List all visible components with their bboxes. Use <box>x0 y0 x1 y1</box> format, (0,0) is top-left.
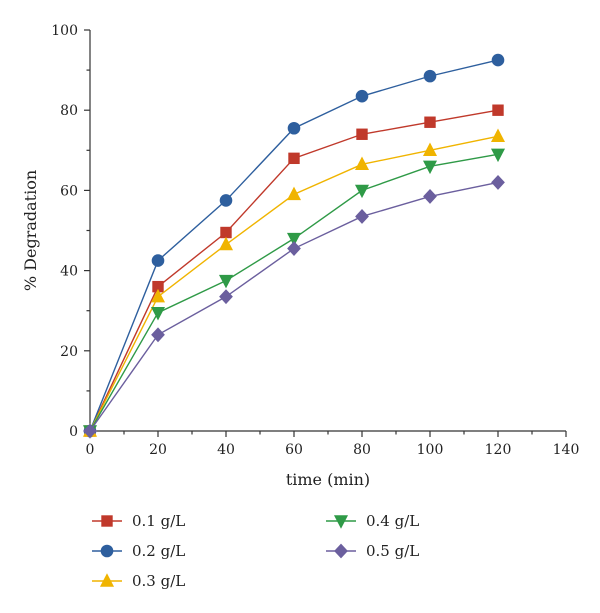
series-5 <box>83 174 505 439</box>
data-point <box>423 188 437 204</box>
data-point <box>219 289 233 305</box>
series-line <box>89 181 499 432</box>
legend-item: 0.5 g/L <box>326 542 419 560</box>
legend-item: 0.1 g/L <box>92 512 185 530</box>
data-point <box>286 232 302 247</box>
x-tick-label: 80 <box>353 442 371 458</box>
y-tick-label: 100 <box>51 23 78 39</box>
data-point <box>354 156 370 171</box>
axes <box>89 30 566 432</box>
data-point <box>491 53 505 67</box>
x-tick-label: 20 <box>149 442 167 458</box>
legend-marker <box>334 543 348 559</box>
data-point <box>422 160 438 175</box>
y-axis-label: % Degradation <box>21 170 40 291</box>
data-point <box>424 116 436 128</box>
data-point <box>355 89 369 103</box>
legend: 0.1 g/L 0.2 g/L 0.3 g/L 0.4 g/L 0.5 g/L <box>92 512 419 590</box>
legend-marker <box>333 515 349 529</box>
data-point <box>83 423 97 439</box>
data-point <box>491 174 505 190</box>
data-point <box>150 288 166 303</box>
legend-item: 0.3 g/L <box>92 572 185 590</box>
x-tick-label: 120 <box>485 442 512 458</box>
data-point <box>490 128 506 142</box>
data-point <box>218 236 234 251</box>
data-point <box>423 69 437 83</box>
data-point <box>287 241 301 256</box>
x-tick-label: 0 <box>86 442 95 458</box>
data-point <box>218 274 234 289</box>
data-point <box>151 327 165 343</box>
series-3 <box>82 128 506 437</box>
legend-label: 0.4 g/L <box>366 512 419 530</box>
data-point <box>490 148 506 163</box>
y-tick-label: 60 <box>60 183 78 199</box>
data-point <box>219 194 233 207</box>
data-point <box>355 209 369 224</box>
data-point <box>288 152 300 165</box>
legend-marker <box>99 573 115 587</box>
data-point <box>286 186 302 201</box>
series-line <box>89 135 499 432</box>
y-tick-label: 80 <box>60 103 78 119</box>
legend-marker <box>100 544 114 558</box>
x-tick-label: 140 <box>553 442 580 458</box>
legend-item: 0.2 g/L <box>92 542 185 560</box>
ticks: 0 20 40 60 80 100 120 140 0 20 40 60 80 100 <box>51 23 579 458</box>
legend-marker <box>101 515 113 527</box>
x-tick-label: 100 <box>417 442 444 458</box>
legend-item: 0.4 g/L <box>326 512 419 530</box>
series-layer <box>82 53 506 439</box>
data-point <box>492 104 504 116</box>
y-tick-label: 20 <box>60 344 78 360</box>
x-tick-label: 60 <box>285 442 303 458</box>
y-tick-label: 0 <box>69 424 78 440</box>
legend-label: 0.5 g/L <box>366 542 419 560</box>
data-point <box>150 307 166 321</box>
legend-label: 0.3 g/L <box>132 572 185 590</box>
data-point <box>356 128 368 140</box>
legend-label: 0.1 g/L <box>132 512 185 530</box>
x-axis-label: time (min) <box>286 470 370 489</box>
legend-label: 0.2 g/L <box>132 542 185 560</box>
y-tick-label: 40 <box>60 264 78 280</box>
data-point <box>422 142 438 156</box>
series-1 <box>84 104 504 437</box>
data-point <box>151 254 165 267</box>
data-point <box>287 121 301 135</box>
x-tick-label: 40 <box>217 442 235 458</box>
data-point <box>220 226 232 239</box>
data-point <box>354 184 370 199</box>
